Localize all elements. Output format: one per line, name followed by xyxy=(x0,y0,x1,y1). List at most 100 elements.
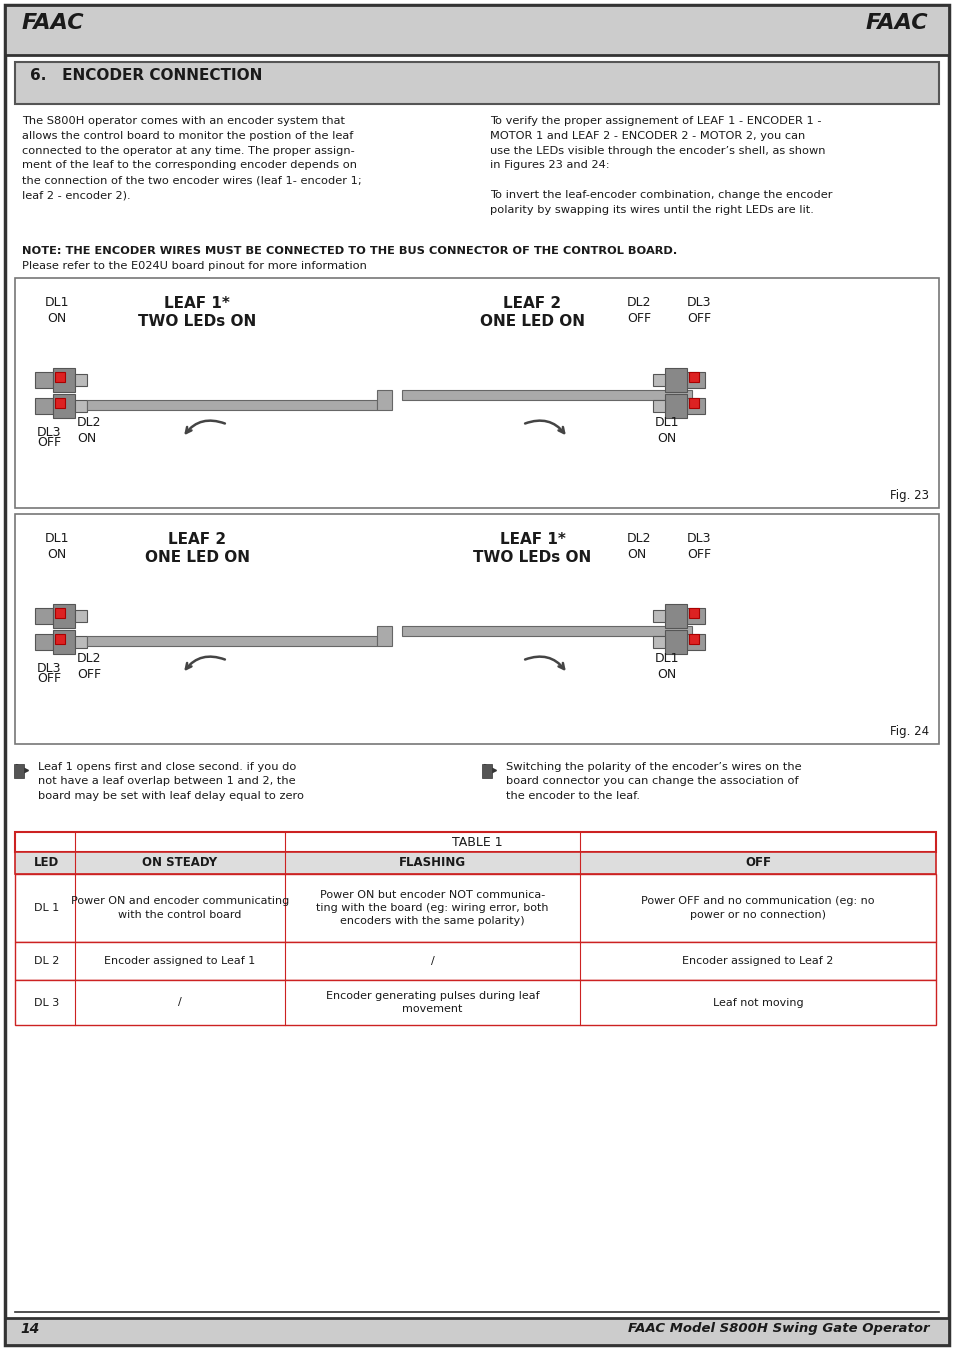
Text: ON STEADY: ON STEADY xyxy=(142,856,217,869)
Bar xyxy=(688,633,699,644)
Text: TABLE 1: TABLE 1 xyxy=(451,836,502,849)
Text: DL3: DL3 xyxy=(37,662,61,675)
Text: LED: LED xyxy=(34,856,59,869)
Bar xyxy=(53,393,75,417)
Bar xyxy=(376,625,392,645)
Bar xyxy=(15,278,938,508)
Text: DL3: DL3 xyxy=(37,425,61,439)
Bar xyxy=(401,625,691,636)
Text: /: / xyxy=(430,956,434,967)
Text: To verify the proper assignement of LEAF 1 - ENCODER 1 -
MOTOR 1 and LEAF 2 - EN: To verify the proper assignement of LEAF… xyxy=(490,116,832,215)
Text: /: / xyxy=(178,998,182,1007)
Text: DL1
ON: DL1 ON xyxy=(654,652,679,680)
Bar xyxy=(75,609,87,621)
Bar xyxy=(664,393,686,417)
Text: Encoder assigned to Leaf 1: Encoder assigned to Leaf 1 xyxy=(104,956,255,967)
Bar xyxy=(55,608,65,617)
Text: DL1
ON: DL1 ON xyxy=(45,296,70,325)
Bar xyxy=(652,609,664,621)
Text: The S800H operator comes with an encoder system that
allows the control board to: The S800H operator comes with an encoder… xyxy=(22,116,361,200)
Text: OFF: OFF xyxy=(37,672,61,686)
Bar xyxy=(75,400,87,412)
Bar xyxy=(55,371,65,382)
Text: LEAF 1*: LEAF 1* xyxy=(499,532,565,547)
Bar xyxy=(15,832,935,852)
Text: DL2
ON: DL2 ON xyxy=(626,532,651,562)
Bar xyxy=(686,371,704,387)
Text: OFF: OFF xyxy=(744,856,770,869)
Bar xyxy=(686,397,704,413)
Text: FAAC: FAAC xyxy=(864,14,927,32)
Text: FLASHING: FLASHING xyxy=(398,856,466,869)
Text: Please refer to the E024U board pinout for more information: Please refer to the E024U board pinout f… xyxy=(22,261,367,271)
Text: Fig. 23: Fig. 23 xyxy=(889,489,928,502)
Text: OFF: OFF xyxy=(37,436,61,450)
Bar xyxy=(686,633,704,649)
Bar xyxy=(53,367,75,392)
Text: Switching the polarity of the encoder’s wires on the
board connector you can cha: Switching the polarity of the encoder’s … xyxy=(505,761,801,801)
Bar xyxy=(688,608,699,617)
Text: Encoder generating pulses during leaf
movement: Encoder generating pulses during leaf mo… xyxy=(325,991,538,1014)
Bar xyxy=(35,371,53,387)
Bar xyxy=(87,400,376,409)
Bar xyxy=(35,608,53,624)
Bar xyxy=(15,873,935,942)
Text: TWO LEDs ON: TWO LEDs ON xyxy=(138,315,256,329)
Bar xyxy=(53,603,75,628)
Text: DL2
ON: DL2 ON xyxy=(77,416,101,444)
Bar xyxy=(15,852,935,873)
Bar xyxy=(35,633,53,649)
Text: Leaf 1 opens first and close second. if you do
not have a leaf overlap between 1: Leaf 1 opens first and close second. if … xyxy=(38,761,304,801)
Bar xyxy=(376,390,392,409)
Bar xyxy=(401,390,691,400)
Bar xyxy=(53,629,75,653)
Bar xyxy=(55,397,65,408)
Text: Leaf not moving: Leaf not moving xyxy=(712,998,802,1007)
Text: ONE LED ON: ONE LED ON xyxy=(479,315,584,329)
Bar xyxy=(87,636,376,645)
Bar xyxy=(15,942,935,980)
Text: LEAF 1*: LEAF 1* xyxy=(164,296,230,310)
Bar xyxy=(688,397,699,408)
Bar xyxy=(652,636,664,648)
Text: DL3
OFF: DL3 OFF xyxy=(686,296,711,325)
Text: Power ON but encoder NOT communica-
ting with the board (eg: wiring error, both
: Power ON but encoder NOT communica- ting… xyxy=(315,890,548,926)
Bar xyxy=(664,629,686,653)
Bar xyxy=(652,400,664,412)
Bar xyxy=(15,62,938,104)
Text: ONE LED ON: ONE LED ON xyxy=(145,549,250,566)
Text: 14: 14 xyxy=(20,1322,39,1336)
Text: Fig. 24: Fig. 24 xyxy=(889,725,928,738)
Text: Power OFF and no communication (eg: no
power or no connection): Power OFF and no communication (eg: no p… xyxy=(640,896,874,919)
Bar xyxy=(5,5,948,55)
Text: TWO LEDs ON: TWO LEDs ON xyxy=(473,549,591,566)
Bar xyxy=(35,397,53,413)
Text: DL1
ON: DL1 ON xyxy=(45,532,70,562)
Bar xyxy=(481,764,492,778)
Bar xyxy=(75,636,87,648)
Text: DL 3: DL 3 xyxy=(34,998,59,1007)
Text: LEAF 2: LEAF 2 xyxy=(503,296,561,310)
Text: FAAC: FAAC xyxy=(22,14,85,32)
Text: DL2
OFF: DL2 OFF xyxy=(626,296,651,325)
Bar xyxy=(14,764,24,778)
Bar xyxy=(688,371,699,382)
Bar xyxy=(664,603,686,628)
Bar xyxy=(686,608,704,624)
Text: Encoder assigned to Leaf 2: Encoder assigned to Leaf 2 xyxy=(681,956,833,967)
Text: Power ON and encoder communicating
with the control board: Power ON and encoder communicating with … xyxy=(71,896,289,919)
Text: LEAF 2: LEAF 2 xyxy=(168,532,226,547)
Bar xyxy=(75,374,87,386)
Text: 6.   ENCODER CONNECTION: 6. ENCODER CONNECTION xyxy=(30,68,262,82)
Text: DL3
OFF: DL3 OFF xyxy=(686,532,711,562)
Bar xyxy=(15,980,935,1025)
Bar xyxy=(55,633,65,644)
Text: DL1
ON: DL1 ON xyxy=(654,416,679,444)
Bar xyxy=(652,374,664,386)
Text: DL 2: DL 2 xyxy=(33,956,59,967)
Bar xyxy=(5,1318,948,1345)
Bar xyxy=(664,367,686,392)
Text: DL2
OFF: DL2 OFF xyxy=(77,652,101,680)
Text: FAAC Model S800H Swing Gate Operator: FAAC Model S800H Swing Gate Operator xyxy=(628,1322,929,1335)
Text: DL 1: DL 1 xyxy=(34,903,59,913)
